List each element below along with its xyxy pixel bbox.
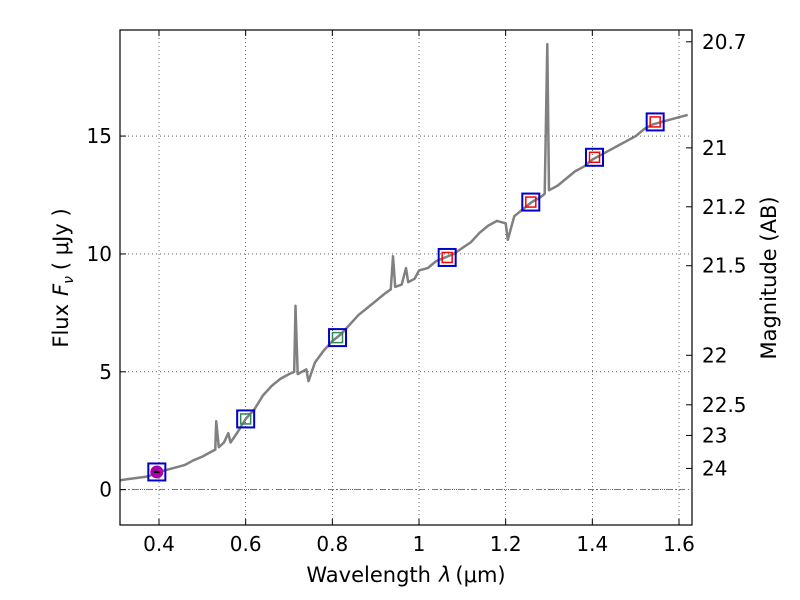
x-tick-label-6: 1.6	[663, 532, 695, 556]
model-flux-box-2	[328, 328, 348, 348]
model-flux-box-6	[645, 112, 665, 132]
model-flux-box-1	[236, 409, 256, 429]
x-tick-label-0: 0.4	[143, 532, 175, 556]
photometry-layer	[147, 112, 665, 482]
y2-axis-ticks: 20.7 21 21.2 21.5 22 22.5 23 24	[686, 30, 747, 480]
y2-tick-label-2: 21.2	[702, 195, 747, 219]
model-flux-box-0	[147, 462, 167, 482]
x-axis-ticks: 0.4 0.6 0.8 1 1.2 1.4 1.6	[143, 30, 695, 556]
y-axis-label: FluxFν( μJy )	[49, 208, 77, 347]
y2-tick-label-7: 24	[702, 456, 727, 480]
x-tick-label-2: 0.8	[316, 532, 348, 556]
y-axis-ticks: 0 5 10 15	[87, 124, 126, 502]
x-axis-label: Wavelength λ (μm)	[306, 563, 505, 587]
y2-axis-label: Magnitude (AB)	[757, 196, 781, 359]
y2-tick-label-3: 21.5	[702, 254, 747, 278]
y-tick-label-3: 15	[87, 124, 112, 148]
y-tick-label-2: 10	[87, 242, 112, 266]
photometry-point-4	[525, 196, 537, 208]
series-layer	[119, 42, 689, 482]
y2-tick-label-1: 21	[702, 136, 727, 160]
photometry-point-1	[239, 413, 252, 425]
gridlines	[120, 30, 692, 525]
x-tick-label-4: 1.2	[490, 532, 522, 556]
y2-tick-label-5: 22.5	[702, 393, 747, 417]
photometry-point-6	[649, 116, 661, 128]
y2-tick-label-0: 20.7	[702, 30, 747, 54]
photometry-point-5	[588, 151, 601, 164]
x-tick-label-3: 1	[413, 532, 426, 556]
plot-frame	[119, 29, 693, 526]
model-flux-box-4	[521, 192, 541, 212]
series-line-0	[119, 42, 689, 482]
photometry-point-3	[441, 251, 453, 264]
model-flux-box-5	[585, 147, 604, 167]
y2-tick-label-4: 22	[702, 343, 727, 367]
x-tick-label-1: 0.6	[230, 532, 262, 556]
y-tick-label-1: 5	[99, 360, 112, 384]
y2-tick-label-6: 23	[702, 423, 727, 447]
x-tick-label-5: 1.4	[576, 532, 608, 556]
y-tick-label-0: 0	[99, 478, 112, 502]
model-flux-box-3	[437, 247, 457, 267]
photometry-point-2	[331, 331, 344, 344]
